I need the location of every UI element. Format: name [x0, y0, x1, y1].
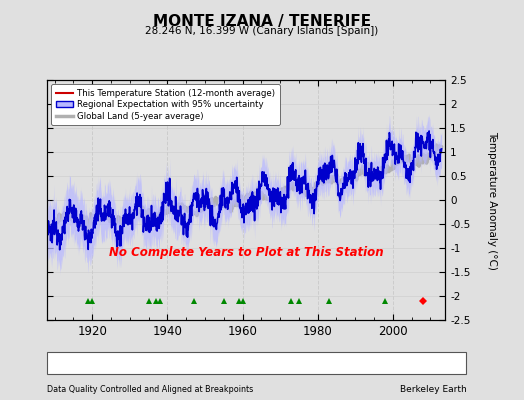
Text: Time of Obs. Change: Time of Obs. Change: [246, 360, 334, 369]
Legend: This Temperature Station (12-month average), Regional Expectation with 95% uncer: This Temperature Station (12-month avera…: [51, 84, 280, 125]
Text: MONTE IZANA / TENERIFE: MONTE IZANA / TENERIFE: [153, 14, 371, 29]
Y-axis label: Temperature Anomaly (°C): Temperature Anomaly (°C): [487, 130, 497, 270]
Text: Data Quality Controlled and Aligned at Breakpoints: Data Quality Controlled and Aligned at B…: [47, 385, 254, 394]
Text: No Complete Years to Plot at This Station: No Complete Years to Plot at This Statio…: [109, 246, 384, 259]
Text: 28.246 N, 16.399 W (Canary Islands [Spain]): 28.246 N, 16.399 W (Canary Islands [Spai…: [145, 26, 379, 36]
Text: Berkeley Earth: Berkeley Earth: [400, 385, 466, 394]
Text: Station Move: Station Move: [66, 360, 121, 369]
Text: Empirical Break: Empirical Break: [372, 360, 438, 369]
Text: ▼: ▼: [236, 359, 243, 369]
Text: ▲: ▲: [147, 359, 154, 369]
Text: ◆: ◆: [55, 359, 62, 369]
Text: Record Gap: Record Gap: [157, 360, 206, 369]
Text: ■: ■: [362, 359, 371, 369]
